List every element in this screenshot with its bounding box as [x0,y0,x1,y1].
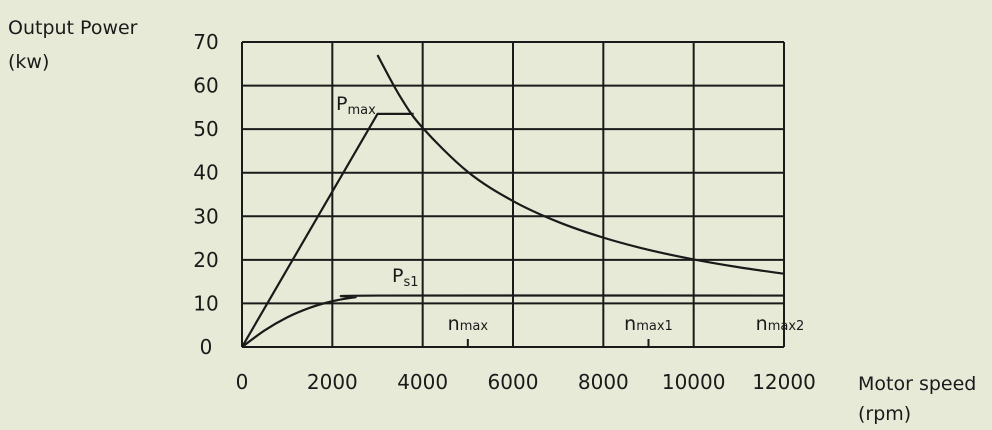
x-tick-label: 0 [236,370,249,394]
annotation-sub: max2 [768,319,805,334]
x-tick-label: 4000 [397,370,448,394]
x-axis-label-line2: (rpm) [858,403,911,425]
y-tick-label: 70 [193,30,218,54]
series-label-pmax: Pmax [336,93,376,118]
y-tick-label: 0 [200,335,213,359]
speed-annotation-max2: nmax2 [756,313,805,335]
x-tick-label: 2000 [307,370,358,394]
y-tick-label: 10 [193,291,218,315]
x-axis-label-line1: Motor speed [858,373,976,395]
speed-annotation-max: nmax [448,313,489,335]
tick-labels: 0 10 20 30 40 50 60 70 0 2000 4000 6000 8000 10000 120… [193,30,816,394]
y-tick-label: 60 [193,74,218,98]
y-tick-label: 30 [193,204,218,228]
y-tick-label: 40 [193,161,218,185]
y-axis-label-line2: (kw) [8,51,49,73]
x-tick-label: 10000 [662,370,726,394]
series-line-pmax [241,112,414,348]
series [241,54,785,348]
annotation-sub: max1 [636,319,673,334]
speed-annotation-max1: nmax1 [624,313,673,335]
grid [241,41,785,348]
series-line-hyperbola [376,54,785,275]
y-tick-label: 50 [193,117,218,141]
annotation-sub: max [460,319,489,334]
series-label-sub: s1 [403,275,418,290]
annotation-main: n [624,313,636,335]
x-tick-label: 12000 [752,370,816,394]
annotation-main: n [756,313,768,335]
x-tick-label: 6000 [488,370,539,394]
series-label-main: P [392,265,403,287]
series-line-ps1 [241,294,785,348]
y-axis-label-line1: Output Power [8,17,138,39]
series-label-ps1: Ps1 [392,265,419,290]
x-tick-label: 8000 [578,370,629,394]
series-label-sub: max [347,103,376,118]
annotation-main: n [448,313,460,335]
series-label-main: P [336,93,347,115]
y-tick-label: 20 [193,248,218,272]
